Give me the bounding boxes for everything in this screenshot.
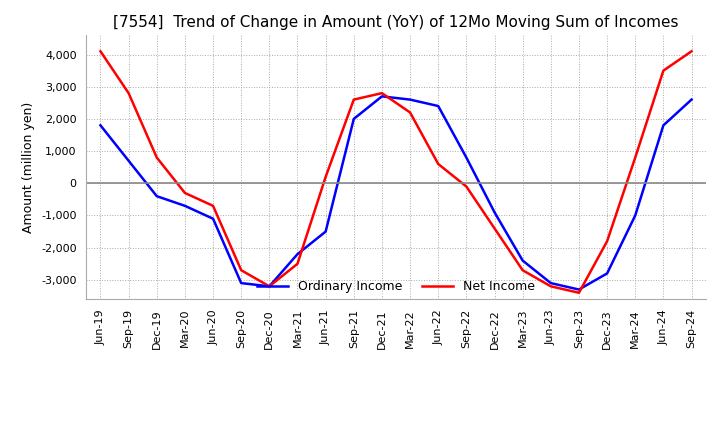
Ordinary Income	[237, 280, 246, 286]
Net Income	[406, 110, 415, 115]
Line: Ordinary Income: Ordinary Income	[101, 96, 691, 290]
Net Income	[462, 184, 471, 189]
Net Income	[96, 49, 105, 54]
Net Income	[490, 226, 499, 231]
Net Income	[377, 91, 386, 96]
Ordinary Income	[687, 97, 696, 102]
Ordinary Income	[209, 216, 217, 221]
Ordinary Income	[125, 158, 133, 163]
Net Income	[153, 155, 161, 160]
Net Income	[293, 261, 302, 267]
Net Income	[434, 161, 443, 167]
Title: [7554]  Trend of Change in Amount (YoY) of 12Mo Moving Sum of Incomes: [7554] Trend of Change in Amount (YoY) o…	[113, 15, 679, 30]
Net Income	[321, 174, 330, 180]
Ordinary Income	[575, 287, 583, 292]
Ordinary Income	[406, 97, 415, 102]
Y-axis label: Amount (million yen): Amount (million yen)	[22, 102, 35, 233]
Net Income	[659, 68, 667, 73]
Net Income	[349, 97, 358, 102]
Ordinary Income	[96, 123, 105, 128]
Net Income	[575, 290, 583, 295]
Legend: Ordinary Income, Net Income: Ordinary Income, Net Income	[252, 275, 540, 298]
Net Income	[125, 91, 133, 96]
Ordinary Income	[349, 116, 358, 121]
Ordinary Income	[265, 284, 274, 289]
Net Income	[631, 155, 639, 160]
Ordinary Income	[603, 271, 611, 276]
Ordinary Income	[490, 209, 499, 215]
Ordinary Income	[377, 94, 386, 99]
Ordinary Income	[462, 155, 471, 160]
Net Income	[546, 284, 555, 289]
Ordinary Income	[153, 194, 161, 199]
Ordinary Income	[181, 203, 189, 209]
Net Income	[209, 203, 217, 209]
Net Income	[265, 284, 274, 289]
Net Income	[687, 49, 696, 54]
Ordinary Income	[546, 280, 555, 286]
Net Income	[603, 238, 611, 244]
Ordinary Income	[631, 213, 639, 218]
Ordinary Income	[321, 229, 330, 234]
Net Income	[518, 268, 527, 273]
Ordinary Income	[434, 103, 443, 109]
Net Income	[181, 191, 189, 196]
Net Income	[237, 268, 246, 273]
Line: Net Income: Net Income	[101, 51, 691, 293]
Ordinary Income	[659, 123, 667, 128]
Ordinary Income	[293, 252, 302, 257]
Ordinary Income	[518, 258, 527, 263]
